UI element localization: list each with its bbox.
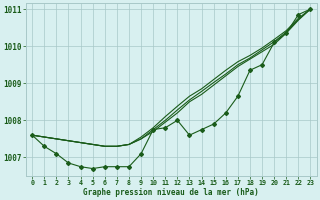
X-axis label: Graphe pression niveau de la mer (hPa): Graphe pression niveau de la mer (hPa)	[84, 188, 259, 197]
